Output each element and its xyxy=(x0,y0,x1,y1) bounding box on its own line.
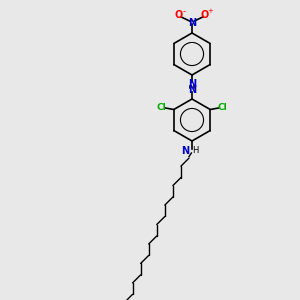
Text: +: + xyxy=(207,8,213,14)
Text: Cl: Cl xyxy=(218,103,228,112)
Text: N: N xyxy=(188,85,196,95)
Text: N: N xyxy=(188,79,196,89)
Text: O: O xyxy=(201,10,209,20)
Text: H: H xyxy=(193,146,199,155)
Text: N: N xyxy=(188,17,196,28)
Text: O: O xyxy=(175,10,183,20)
Text: -: - xyxy=(182,7,185,16)
Text: Cl: Cl xyxy=(156,103,166,112)
Text: N: N xyxy=(182,146,190,156)
